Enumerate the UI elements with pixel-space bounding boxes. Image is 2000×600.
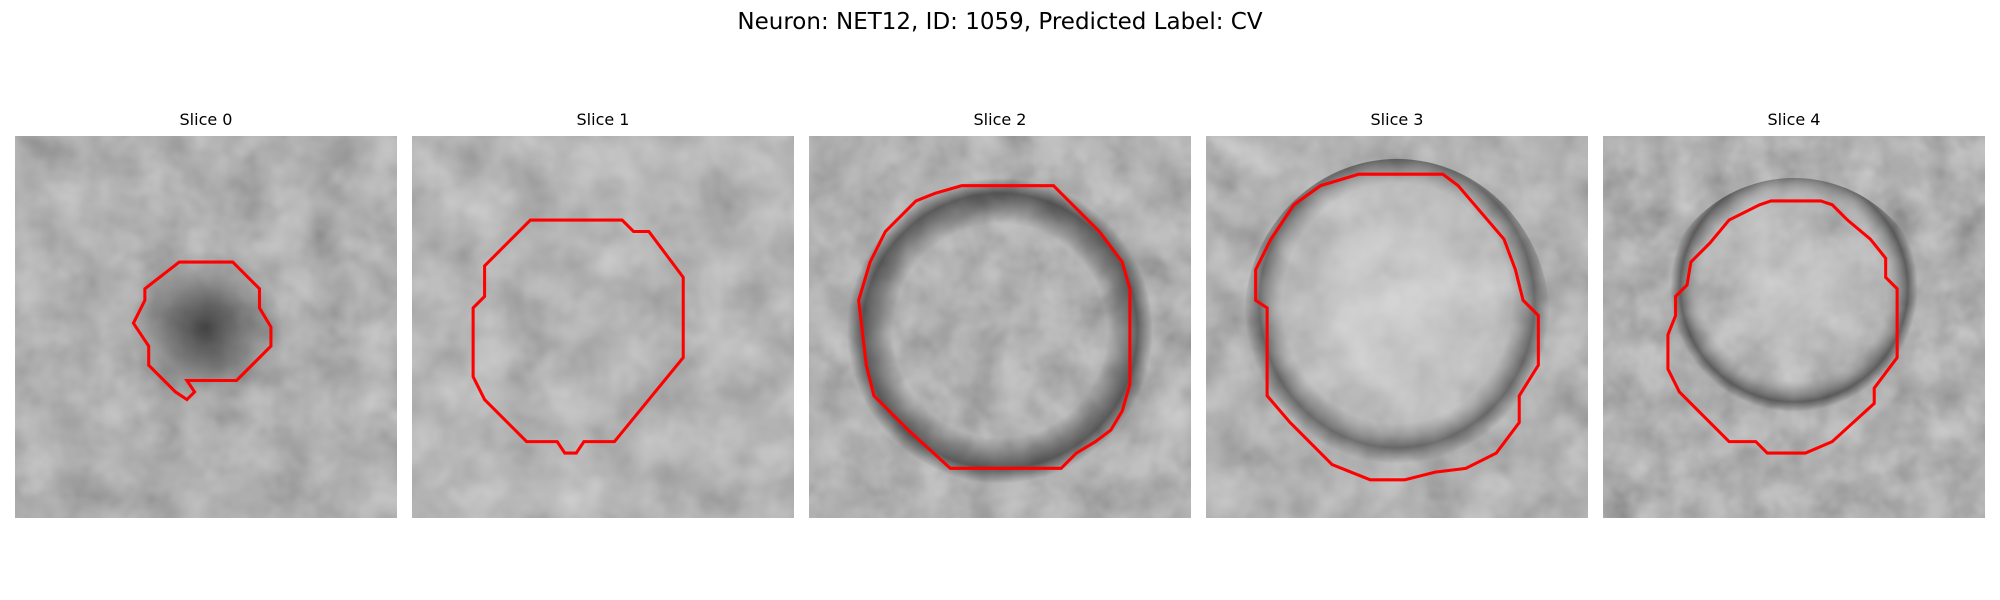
slice-title: Slice 4	[1767, 110, 1821, 129]
slice-image	[1603, 136, 1985, 518]
segmentation-contour	[471, 218, 685, 455]
slice-image	[412, 136, 794, 518]
slice-panel-3: Slice 3	[1206, 110, 1588, 518]
segmentation-contour	[857, 184, 1132, 470]
slice-panel-0: Slice 0	[15, 110, 397, 518]
slice-title: Slice 1	[576, 110, 630, 129]
slice-title: Slice 2	[973, 110, 1027, 129]
slice-title: Slice 3	[1370, 110, 1424, 129]
slice-image	[1206, 136, 1588, 518]
slice-panel-1: Slice 1	[412, 110, 794, 518]
segmentation-contour	[1666, 199, 1899, 455]
segmentation-contour	[1254, 172, 1540, 482]
slice-image	[809, 136, 1191, 518]
slice-panel-4: Slice 4	[1603, 110, 1985, 518]
slice-panel-2: Slice 2	[809, 110, 1191, 518]
figure-title: Neuron: NET12, ID: 1059, Predicted Label…	[737, 9, 1263, 35]
slice-title: Slice 0	[179, 110, 233, 129]
segmentation-contour	[131, 260, 273, 402]
slice-image	[15, 136, 397, 518]
